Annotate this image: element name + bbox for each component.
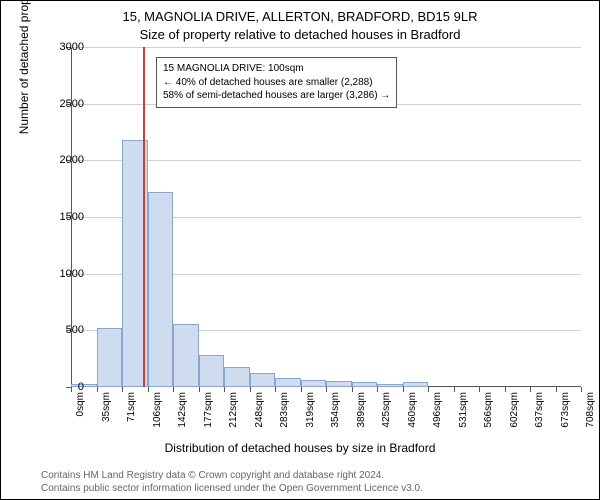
xtick-mark xyxy=(301,387,302,392)
xtick-label: 566sqm xyxy=(483,392,494,432)
xtick-label: 637sqm xyxy=(534,392,545,432)
xtick-mark xyxy=(224,387,225,392)
xtick-mark xyxy=(148,387,149,392)
ytick-label: 2500 xyxy=(34,98,84,110)
histogram-bar xyxy=(250,373,276,387)
xtick-mark xyxy=(275,387,276,392)
xtick-mark xyxy=(326,387,327,392)
histogram-bar xyxy=(352,382,378,387)
attribution-line1: Contains HM Land Registry data © Crown c… xyxy=(41,470,384,481)
xtick-mark xyxy=(454,387,455,392)
xtick-label: 71sqm xyxy=(126,392,137,432)
xtick-label: 531sqm xyxy=(458,392,469,432)
histogram-bar xyxy=(224,367,250,387)
xtick-label: 35sqm xyxy=(101,392,112,432)
histogram-bar xyxy=(326,381,352,387)
chart-container: 15, MAGNOLIA DRIVE, ALLERTON, BRADFORD, … xyxy=(0,0,600,500)
chart-title-line1: 15, MAGNOLIA DRIVE, ALLERTON, BRADFORD, … xyxy=(1,9,599,24)
histogram-bar xyxy=(377,384,403,387)
xtick-label: 354sqm xyxy=(330,392,341,432)
ytick-label: 1000 xyxy=(34,268,84,280)
xtick-mark xyxy=(199,387,200,392)
xtick-label: 425sqm xyxy=(381,392,392,432)
xtick-label: 106sqm xyxy=(152,392,163,432)
xtick-label: 460sqm xyxy=(407,392,418,432)
histogram-bar xyxy=(301,380,327,387)
xtick-mark xyxy=(479,387,480,392)
histogram-bar xyxy=(403,382,429,387)
ytick-label: 500 xyxy=(34,324,84,336)
xtick-label: 248sqm xyxy=(254,392,265,432)
xtick-label: 177sqm xyxy=(203,392,214,432)
marker-line xyxy=(143,47,145,387)
xtick-label: 496sqm xyxy=(432,392,443,432)
histogram-bar xyxy=(275,378,301,387)
xtick-mark xyxy=(122,387,123,392)
gridline xyxy=(71,47,581,48)
xtick-label: 319sqm xyxy=(305,392,316,432)
xtick-label: 708sqm xyxy=(585,392,596,432)
xtick-mark xyxy=(377,387,378,392)
ytick-label: 0 xyxy=(34,381,84,393)
annotation-line2: ← 40% of detached houses are smaller (2,… xyxy=(163,76,390,90)
xtick-mark xyxy=(505,387,506,392)
plot-area: 15 MAGNOLIA DRIVE: 100sqm ← 40% of detac… xyxy=(71,47,581,387)
xtick-mark xyxy=(173,387,174,392)
xtick-mark xyxy=(250,387,251,392)
annotation-line3: 58% of semi-detached houses are larger (… xyxy=(163,89,390,103)
xtick-label: 389sqm xyxy=(356,392,367,432)
histogram-bar xyxy=(148,192,174,387)
ytick-label: 1500 xyxy=(34,211,84,223)
ytick-label: 2000 xyxy=(34,154,84,166)
xtick-label: 283sqm xyxy=(279,392,290,432)
xtick-label: 673sqm xyxy=(560,392,571,432)
attribution-line2: Contains public sector information licen… xyxy=(41,483,423,494)
gridline xyxy=(71,160,581,161)
xtick-label: 0sqm xyxy=(75,392,86,432)
histogram-bar xyxy=(97,328,123,387)
annotation-line1: 15 MAGNOLIA DRIVE: 100sqm xyxy=(163,62,390,76)
histogram-bar xyxy=(173,324,199,387)
xtick-label: 142sqm xyxy=(177,392,188,432)
xtick-mark xyxy=(530,387,531,392)
chart-title-line2: Size of property relative to detached ho… xyxy=(1,27,599,42)
x-axis-label: Distribution of detached houses by size … xyxy=(1,441,599,455)
xtick-mark xyxy=(352,387,353,392)
xtick-mark xyxy=(403,387,404,392)
xtick-mark xyxy=(97,387,98,392)
xtick-mark xyxy=(556,387,557,392)
xtick-label: 602sqm xyxy=(509,392,520,432)
xtick-mark xyxy=(428,387,429,392)
annotation-box: 15 MAGNOLIA DRIVE: 100sqm ← 40% of detac… xyxy=(156,57,397,108)
xtick-label: 212sqm xyxy=(228,392,239,432)
y-axis-label: Number of detached properties xyxy=(17,0,31,134)
histogram-bar xyxy=(199,355,225,387)
xtick-mark xyxy=(581,387,582,392)
ytick-label: 3000 xyxy=(34,41,84,53)
